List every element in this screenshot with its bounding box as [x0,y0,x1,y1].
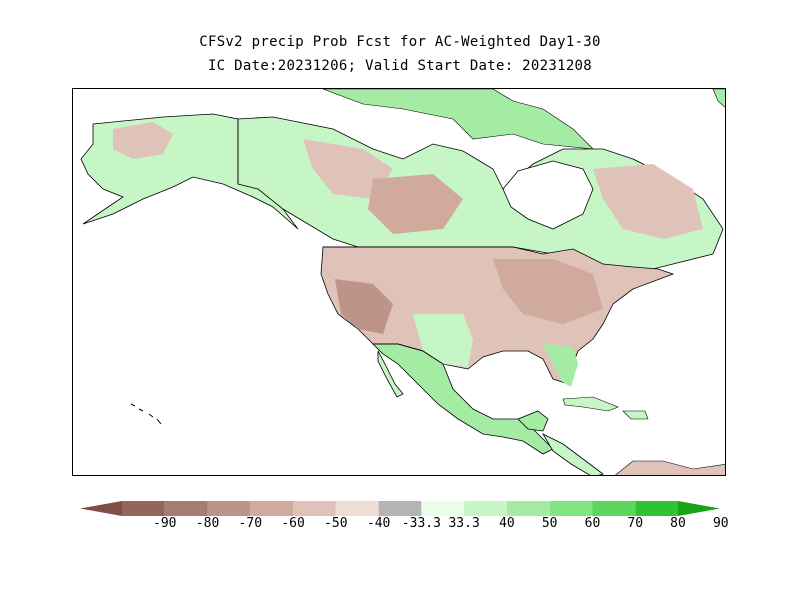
colorbar-tick-label: -80 [195,516,220,531]
colorbar-cell [549,501,593,516]
map-title: CFSv2 precip Prob Fcst for AC-Weighted D… [199,34,601,50]
central-america [541,433,604,475]
colorbar-cell [506,501,550,516]
colorbar-arrow-right [678,501,720,516]
colorbar-cell [293,501,336,516]
florida-green [543,344,578,387]
colorbar-cell [421,501,465,516]
colorbar-tick-label: -90 [153,516,177,531]
colorbar-cell [635,501,678,516]
colorbar-cell [250,501,294,516]
colorbar-cell [592,501,636,516]
colorbar-tick-label: 50 [541,516,558,531]
colorbar-tick-label: 60 [584,516,601,531]
colorbar-cell [464,501,507,516]
hispaniola [622,410,649,420]
colorbar-tick-label: 90 [712,516,729,531]
colorbar-tick-label: -70 [238,516,263,531]
colorbar-cell [164,501,208,516]
quebec-brown [593,164,703,239]
colorbar-cell [335,501,379,516]
canada-west-brown [303,139,393,199]
colorbar-tick-label: -40 [366,516,391,531]
colorbar-tick-label: 80 [670,516,686,531]
southwest-dark-brown [335,279,393,334]
colorbar-cell [378,501,422,516]
texas-green [413,314,473,367]
north-america-map [80,89,725,475]
us-canada-border [237,119,513,248]
south-america-edge [615,460,725,475]
arctic-islands [322,89,594,150]
canada-central-brown [368,174,463,234]
colorbar-cell [207,501,251,516]
colorbar-tick-label: -50 [324,516,348,531]
hawaii-islands [130,403,162,425]
colorbar-tick-label: -33.3 [401,516,441,531]
colorbar-tick-label: 40 [499,516,515,531]
us-mexico-border [373,343,444,365]
baja-california [377,350,404,398]
colorbar-tick-label: 70 [627,516,644,531]
colorbar-tick-label: 33.3 [448,516,480,531]
colorbar-arrow-left [80,501,122,516]
map-frame [72,88,726,476]
cuba [562,396,619,412]
map-subtitle: IC Date:20231206; Valid Start Date: 2023… [207,58,593,74]
midwest-brown [493,259,603,324]
alaska-brown-patch [113,122,173,159]
mexico-landmass [372,343,554,455]
yucatan [517,410,549,432]
colorbar-tick-label: -60 [281,516,305,531]
colorbar-cell [122,501,165,516]
greenland-edge [712,89,725,108]
hudson-bay [502,160,594,230]
